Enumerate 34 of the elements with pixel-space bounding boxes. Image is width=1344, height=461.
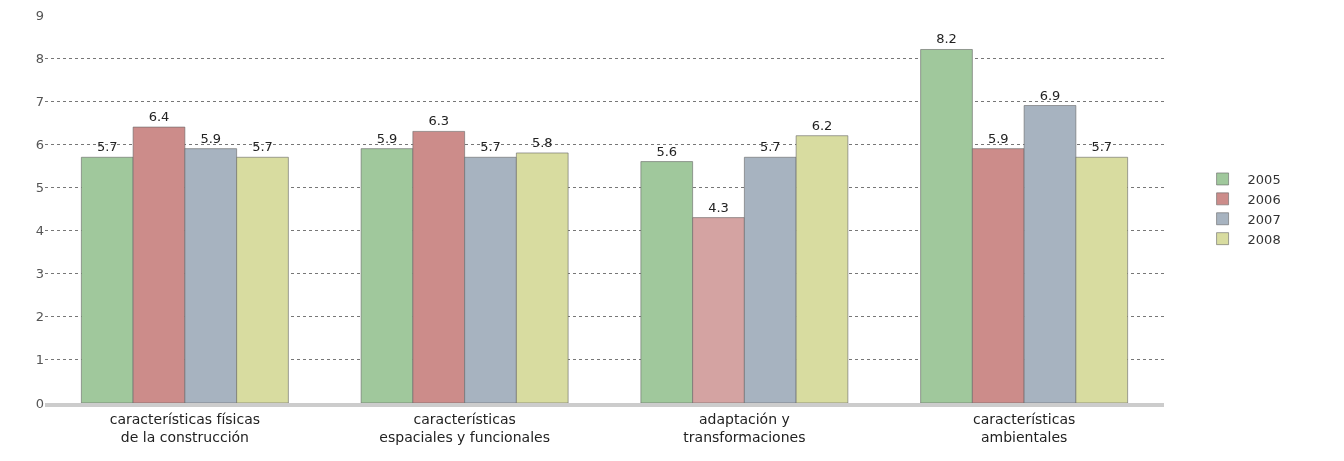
data-label: 5.8	[531, 134, 553, 150]
data-label: 8.2	[936, 31, 957, 47]
data-label: 6.2	[811, 117, 833, 133]
legend-label: 2006	[1247, 191, 1281, 207]
data-label: 4.3	[708, 199, 729, 215]
data-label: 5.6	[656, 143, 678, 159]
data-label: 6.4	[148, 109, 170, 125]
data-label: 5.7	[1091, 139, 1113, 155]
data-label: 5.9	[987, 130, 1009, 146]
y-tick-label: 3	[35, 266, 44, 282]
y-tick-label: 5	[35, 179, 44, 195]
data-label: 6.9	[1039, 87, 1061, 103]
data-label: 5.7	[759, 139, 781, 155]
y-tick-label: 8	[35, 50, 44, 66]
y-tick-label: 4	[35, 223, 44, 239]
x-tick-label: adaptación y transformaciones	[683, 410, 806, 445]
x-tick-label: características espaciales y funcionales	[379, 410, 550, 445]
y-tick-label: 1	[35, 352, 44, 368]
data-label: 5.9	[376, 130, 398, 146]
x-tick-label: características físicas de la construcción	[109, 410, 261, 445]
y-tick-label: 9	[35, 7, 44, 23]
x-tick-label: características ambientales	[972, 410, 1076, 445]
data-label: 6.3	[428, 113, 450, 129]
y-tick-label: 2	[35, 309, 44, 325]
data-label: 5.7	[96, 139, 118, 155]
y-tick-label: 7	[35, 93, 44, 109]
data-label: 5.7	[252, 139, 273, 155]
legend-label: 2008	[1247, 231, 1281, 247]
y-tick-label: 0	[35, 395, 44, 411]
legend-label: 2005	[1247, 172, 1281, 188]
y-tick-label: 6	[35, 136, 44, 152]
legend-label: 2007	[1247, 211, 1281, 227]
data-label: 5.9	[200, 130, 222, 146]
data-label: 5.7	[480, 139, 501, 155]
